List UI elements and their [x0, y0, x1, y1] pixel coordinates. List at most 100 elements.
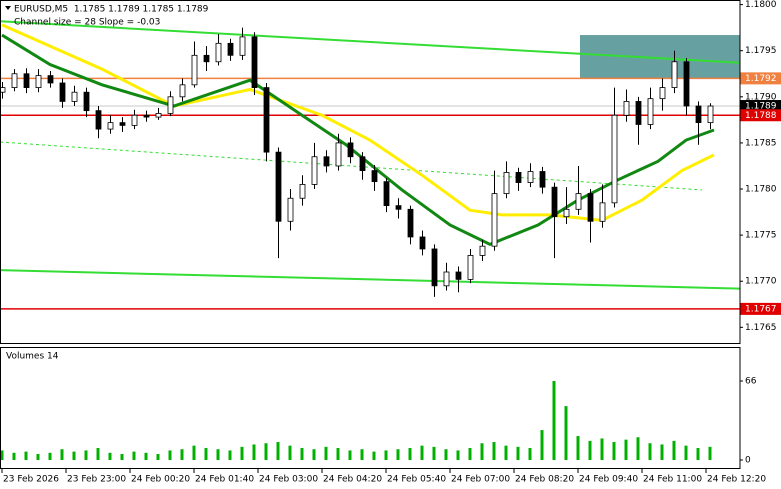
volume-bar: [48, 452, 52, 460]
channel-line: [0, 269, 741, 290]
x-tick-label: 24 Feb 12:20: [707, 475, 766, 485]
candle-body: [527, 171, 534, 183]
volume-bar: [624, 439, 628, 460]
volume-bar: [108, 452, 112, 460]
candle-body: [503, 172, 510, 195]
volume-bar: [12, 452, 16, 460]
volume-bar: [60, 449, 64, 460]
candle-body: [83, 91, 90, 112]
candle-body: [167, 96, 174, 114]
candle-body: [239, 36, 246, 56]
volume-bar: [120, 454, 124, 460]
chart-title: EURUSD,M5 1.1785 1.1789 1.1785 1.1789: [14, 5, 209, 15]
candle-body: [59, 82, 66, 102]
volume-bar: [660, 444, 664, 460]
volume-bar: [492, 442, 496, 460]
volume-bar: [144, 452, 148, 460]
target-zone: [580, 35, 740, 79]
volume-bar: [612, 442, 616, 460]
volume-bar: [324, 446, 328, 460]
volume-bar: [408, 448, 412, 460]
volume-bar: [576, 436, 580, 460]
candle-body: [311, 156, 318, 185]
volume-bar: [456, 450, 460, 460]
volume-bar: [264, 443, 268, 460]
volume-bar: [336, 448, 340, 460]
candle-body: [683, 61, 690, 107]
volume-bar: [252, 444, 256, 460]
candle-body: [515, 172, 522, 183]
volume-bar: [276, 442, 280, 460]
volume-bar: [192, 445, 196, 460]
volume-bar: [528, 448, 532, 460]
volume-bar: [36, 454, 40, 460]
candle-body: [251, 36, 258, 88]
volume-bar: [540, 430, 544, 460]
volume-panel-frame: [0, 347, 741, 469]
x-tick-label: 23 Feb 2026: [3, 475, 59, 485]
candle-body: [35, 75, 42, 88]
x-tick-label: 23 Feb 23:00: [67, 475, 126, 485]
volume-bar: [420, 445, 424, 460]
price-tag: [740, 100, 781, 113]
candle-body: [623, 101, 630, 116]
price-tag-label: 1.1788: [745, 111, 777, 121]
x-tick-label: 24 Feb 00:20: [131, 475, 190, 485]
volume-bar: [396, 449, 400, 460]
candle-body: [203, 54, 210, 63]
candle-body: [119, 122, 126, 126]
volume-bar: [432, 446, 436, 460]
volume-tick-label: 66: [745, 377, 757, 387]
volume-bar: [84, 450, 88, 460]
volume-bar: [600, 438, 604, 460]
x-tick-label: 24 Feb 11:00: [643, 475, 702, 485]
volume-bar: [444, 449, 448, 460]
volume-bar: [588, 440, 592, 460]
volume-bar: [72, 451, 76, 460]
volume-bar: [348, 450, 352, 460]
candle-body: [0, 87, 6, 93]
candle-body: [647, 98, 654, 125]
volume-title: Volumes 14: [6, 352, 59, 362]
volume-bar: [552, 381, 556, 460]
volume-bar: [516, 446, 520, 460]
candle-body: [155, 113, 162, 118]
candle-body: [215, 42, 222, 63]
candle-body: [599, 202, 606, 222]
candle-body: [539, 171, 546, 188]
y-tick-label: 1.1770: [745, 277, 777, 287]
y-tick-label: 1.1790: [745, 92, 777, 102]
candle-body: [335, 142, 342, 167]
candle-body: [467, 255, 474, 280]
candle-body: [227, 42, 234, 56]
y-tick-label: 1.1785: [745, 138, 777, 148]
volume-tick-label: 0: [745, 456, 751, 466]
y-tick-label: 1.1765: [745, 323, 777, 333]
candle-body: [707, 105, 714, 124]
candle-body: [107, 122, 114, 130]
volume-bar: [708, 446, 712, 460]
x-tick-label: 24 Feb 08:20: [515, 475, 574, 485]
volume-bar: [480, 443, 484, 460]
volume-bar: [96, 448, 100, 460]
candle-body: [191, 54, 198, 86]
volume-bar: [240, 446, 244, 460]
candle-body: [323, 156, 330, 167]
volume-bar: [300, 448, 304, 460]
y-tick-label: 1.1800: [745, 0, 777, 10]
volume-bar: [132, 451, 136, 460]
candle-body: [143, 114, 150, 118]
candle-body: [431, 248, 438, 287]
candle-body: [71, 91, 78, 102]
candle-body: [95, 110, 102, 130]
volume-bar: [372, 451, 376, 460]
candle-body: [695, 105, 702, 124]
candle-body: [299, 184, 306, 199]
x-tick-label: 24 Feb 01:40: [195, 475, 254, 485]
x-tick-label: 24 Feb 04:20: [323, 475, 382, 485]
price-panel-frame: [0, 0, 741, 344]
volume-bar: [504, 445, 508, 460]
